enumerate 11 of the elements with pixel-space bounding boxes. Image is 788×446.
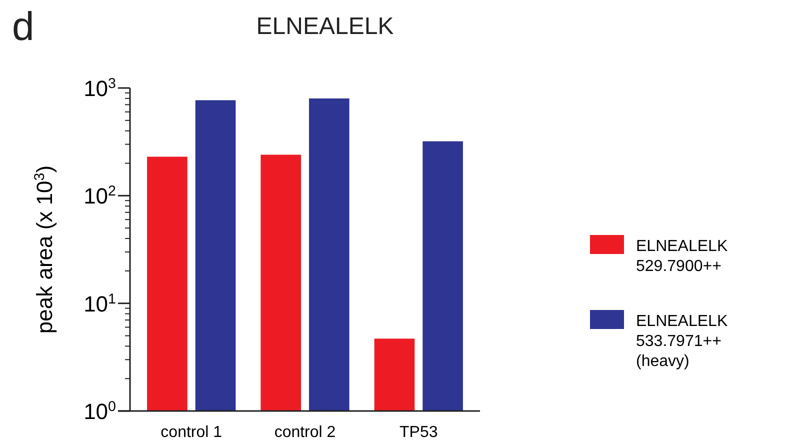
x-tick-label: TP53 <box>400 424 438 441</box>
x-tick-label: control 1 <box>160 424 222 441</box>
x-tick-label: control 2 <box>274 424 336 441</box>
y-tick-label: 10$^{1}$ <box>84 291 116 316</box>
y-tick-label: 10$^{3}$ <box>84 76 116 101</box>
text: d <box>12 5 34 49</box>
y-tick-label: 10$^{0}$ <box>84 399 116 424</box>
legend-label: ELNEALELK 529.7900++ <box>636 238 728 275</box>
chart-title: ELNEALELK <box>256 13 394 40</box>
y-tick-label: 10$^{2}$ <box>84 184 116 209</box>
legend-label: ELNEALELK 533.7971++ (heavy) <box>636 313 728 370</box>
